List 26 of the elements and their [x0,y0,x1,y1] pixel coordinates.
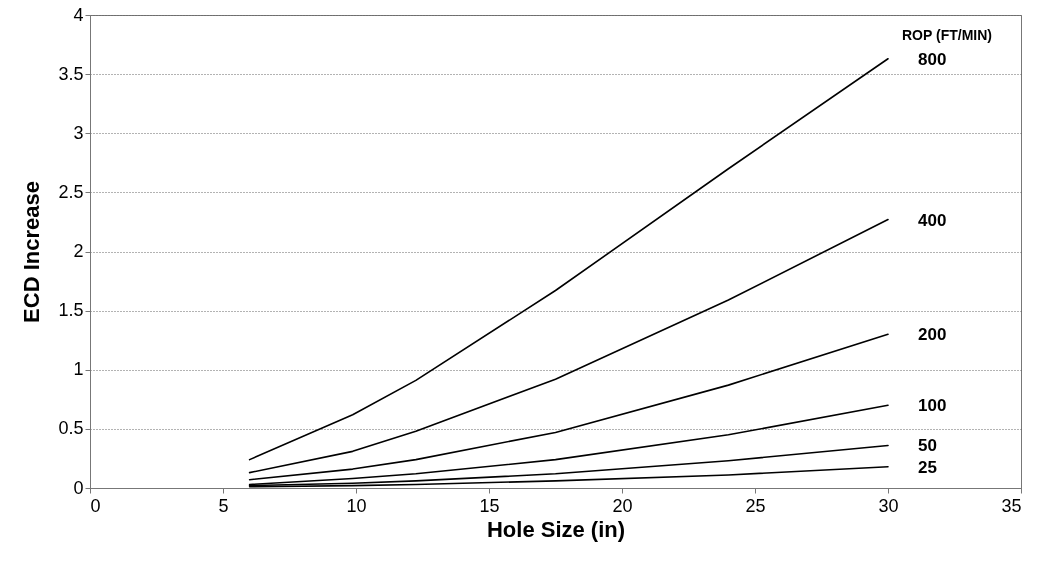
x-axis-title: Hole Size (in) [486,516,626,542]
legend-title: ROP (FT/MIN) [902,26,992,43]
y-tick-label: 0.5 [58,418,84,439]
y-tick-label: 3 [73,122,84,143]
series-label: 800 [918,49,947,69]
y-tick-label: 3.5 [58,63,84,84]
x-tick-label: 35 [1001,495,1022,516]
series-label: 100 [918,396,947,416]
x-tick-label: 20 [612,495,633,516]
x-tick-label: 15 [479,495,500,516]
x-tick-label: 10 [346,495,367,516]
x-tick-label: 0 [90,495,101,516]
y-tick-label: 1.5 [58,300,84,321]
series-label: 200 [918,325,947,345]
x-tick-label: 25 [745,495,766,516]
x-tick-label: 5 [218,495,229,516]
series-label: 50 [918,436,937,456]
x-tick-label: 30 [878,495,899,516]
y-tick-label: 2 [73,241,84,261]
y-tick-label: 4 [73,4,84,25]
series-label: 25 [918,457,937,477]
y-tick-label: 1 [73,359,84,380]
series-label: 400 [918,210,947,230]
y-axis-title: ECD Increase [19,181,45,323]
y-tick-label: 2.5 [58,181,84,202]
y-tick-label: 0 [73,477,84,498]
